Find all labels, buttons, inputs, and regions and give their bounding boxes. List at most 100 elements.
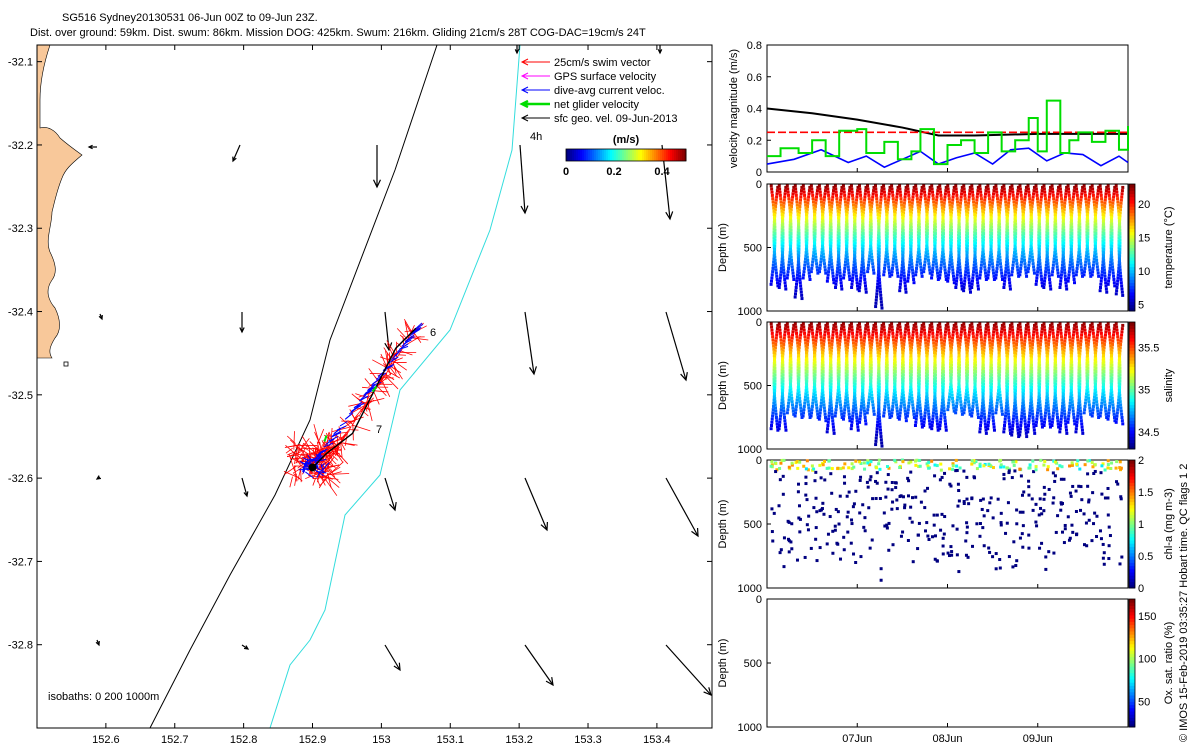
data-point [1091,190,1095,194]
data-point [869,347,873,351]
data-point [1061,217,1065,221]
data-point [833,414,837,418]
data-point [852,230,856,234]
data-point [788,224,792,228]
data-point [1053,244,1057,248]
data-point [885,235,889,239]
data-point [947,335,951,339]
data-point [815,409,819,413]
data-point [932,401,936,405]
data-point [821,219,825,223]
data-point [957,255,961,259]
data-point [924,227,928,231]
data-point [861,228,865,232]
swim-vector [350,404,366,414]
dac-vector [302,466,305,474]
data-point [779,197,783,201]
data-point [922,417,926,421]
data-point [1086,216,1090,220]
data-point [917,244,921,248]
data-point [1107,187,1111,191]
data-point [965,365,969,369]
data-point [875,427,879,431]
data-point [896,189,900,193]
data-point [811,254,815,258]
data-point [960,284,964,288]
data-point [947,401,951,405]
data-point [820,374,824,378]
data-point [806,258,810,262]
data-point [1021,233,1025,237]
data-point [823,409,827,413]
data-point [900,395,904,399]
data-point [900,209,904,213]
data-point [1070,225,1074,229]
data-point [811,401,815,405]
swim-vector [293,465,298,482]
data-point [774,339,778,343]
data-point [933,362,937,366]
data-point [1044,270,1048,274]
data-point [772,371,776,375]
data-point [838,208,842,212]
data-point [981,217,985,221]
data-point [896,323,900,327]
data-point [863,198,867,202]
data-point [935,419,939,423]
data-point [909,220,913,224]
data-point [1094,228,1098,232]
data-point [872,189,876,193]
data-point [1115,193,1119,197]
data-point [901,357,905,361]
data-point [1027,193,1031,197]
data-point [1109,246,1113,250]
data-point [845,357,849,361]
data-point [823,327,827,331]
data-point [798,403,802,407]
data-point [1013,209,1017,213]
data-point [807,333,811,337]
data-point [892,368,896,372]
geo-velocity-arrowhead [372,179,382,189]
data-point [853,355,857,359]
data-point [989,222,993,226]
data-point [949,365,953,369]
data-point [795,331,799,335]
data-point [968,192,972,196]
data-point [949,228,953,232]
data-point [867,395,871,399]
data-point [924,247,928,251]
data-point [909,251,913,255]
data-point [926,403,930,407]
data-point [1045,212,1049,216]
data-point [952,327,956,331]
data-point [909,354,913,358]
data-point [1012,254,1016,258]
data-point [860,384,864,388]
data-point [886,342,890,346]
data-point [941,350,945,354]
data-point [944,278,948,282]
data-point [831,330,835,334]
swim-vector [393,357,403,362]
data-point [852,257,856,261]
data-point [965,360,969,364]
data-point [943,268,947,272]
data-point [772,243,776,247]
data-point [1068,203,1072,207]
data-point [1061,219,1065,223]
data-point [866,328,870,332]
data-point [773,389,777,393]
data-point [957,228,961,232]
data-point [821,357,825,361]
data-point [963,273,967,277]
dac-vector [353,401,363,409]
data-point [934,339,938,343]
data-point [873,322,877,326]
data-point [899,404,903,408]
data-point [781,214,785,218]
data-point [835,200,839,204]
data-point [964,206,968,210]
data-point [852,236,856,240]
data-point [877,395,881,399]
